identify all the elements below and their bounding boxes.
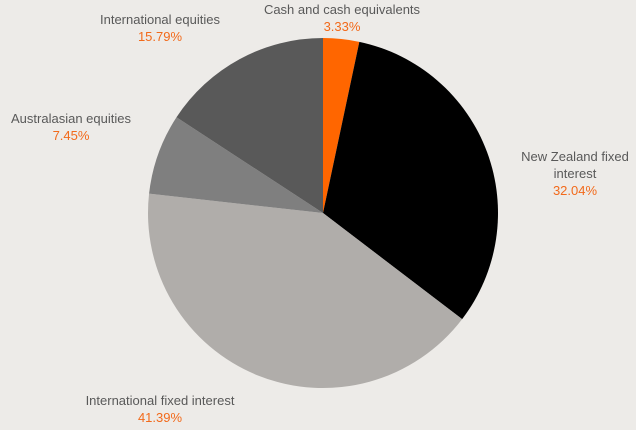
- label-intl-fixed-pct: 41.39%: [137, 410, 183, 425]
- label-intl-fixed-name: International fixed interest: [85, 393, 235, 408]
- pie-slice-international-equities: [176, 38, 323, 213]
- label-intl-equities-pct: 15.79%: [137, 29, 183, 44]
- label-nz-fixed: New Zealand fixed interest 32.04%: [512, 148, 636, 199]
- label-aus-equities: Australasian equities 7.45%: [0, 110, 142, 144]
- label-nz-fixed-pct: 32.04%: [552, 183, 598, 198]
- pie-slice-international-fixed-interest: [148, 193, 463, 388]
- label-intl-equities-name: International equities: [100, 12, 220, 27]
- label-intl-fixed: International fixed interest 41.39%: [70, 392, 250, 426]
- label-nz-fixed-name: New Zealand fixed interest: [521, 149, 629, 181]
- label-cash-name: Cash and cash equivalents: [263, 2, 421, 17]
- label-intl-equities: International equities 15.79%: [80, 11, 240, 45]
- label-cash-pct: 3.33%: [323, 19, 361, 34]
- pie-slice-australasian-equities: [149, 117, 323, 213]
- label-aus-equities-pct: 7.45%: [52, 128, 90, 143]
- pie-slice-cash-and-cash-equivalents: [323, 38, 360, 213]
- label-cash: Cash and cash equivalents 3.33%: [262, 1, 422, 35]
- pie-slice-new-zealand-fixed-interest: [323, 41, 498, 320]
- label-aus-equities-name: Australasian equities: [11, 111, 131, 126]
